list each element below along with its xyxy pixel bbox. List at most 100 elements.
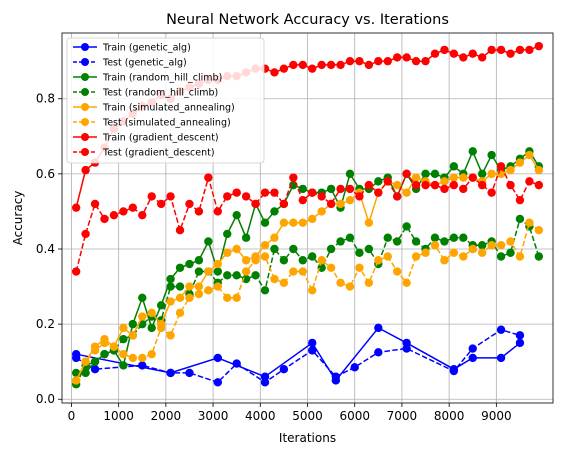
legend-label: Test (random_hill_climb)	[102, 88, 218, 99]
data-point	[402, 188, 411, 197]
data-point	[298, 60, 307, 70]
data-point	[241, 192, 251, 201]
data-point	[515, 214, 525, 224]
data-point	[100, 338, 109, 348]
data-point	[421, 169, 430, 179]
data-point	[81, 165, 90, 175]
data-point	[270, 233, 279, 242]
data-point	[487, 150, 496, 160]
data-point	[496, 45, 506, 55]
data-point	[421, 180, 430, 190]
data-point	[279, 199, 289, 209]
data-point	[166, 274, 175, 284]
x-tick-label: 0	[68, 409, 76, 423]
legend-box	[66, 37, 265, 164]
data-point	[81, 357, 90, 366]
data-point	[289, 244, 298, 254]
data-point	[411, 173, 421, 182]
data-point	[449, 248, 459, 257]
data-point	[298, 256, 307, 265]
x-tick-label: 1000	[103, 409, 134, 423]
legend-entry: Train (genetic_alg)	[73, 43, 191, 54]
data-point	[128, 319, 138, 329]
data-point	[289, 60, 298, 70]
data-point	[393, 237, 402, 246]
data-point	[156, 323, 166, 333]
data-point	[496, 162, 506, 171]
data-point	[525, 45, 534, 55]
data-point	[185, 282, 194, 291]
data-point	[232, 244, 241, 254]
data-point	[534, 41, 544, 51]
data-point	[336, 237, 345, 246]
data-point	[525, 150, 534, 160]
data-point	[326, 184, 336, 194]
data-point	[317, 207, 326, 216]
data-point	[487, 169, 496, 179]
data-point	[156, 199, 166, 209]
legend-marker	[81, 118, 89, 126]
data-point	[487, 188, 496, 197]
legend-label: Train (random_hill_climb)	[102, 73, 222, 84]
series-test-genetic-alg	[71, 325, 525, 387]
data-point	[138, 353, 147, 363]
data-point	[156, 301, 166, 310]
data-point	[534, 226, 544, 235]
data-point	[289, 173, 298, 182]
data-point	[430, 169, 440, 179]
data-point	[90, 199, 100, 209]
data-point	[364, 60, 374, 70]
data-point	[109, 342, 119, 351]
data-point	[383, 56, 392, 66]
data-point	[440, 45, 449, 55]
data-point	[185, 259, 194, 269]
data-point	[364, 218, 374, 227]
data-point	[430, 49, 440, 58]
data-point	[331, 372, 341, 381]
data-point	[308, 214, 317, 224]
data-point	[459, 173, 468, 182]
data-point	[71, 203, 81, 212]
data-point	[213, 267, 222, 276]
data-point	[138, 361, 147, 370]
data-point	[525, 177, 534, 186]
data-point	[449, 366, 459, 376]
data-point	[459, 233, 468, 242]
data-point	[109, 210, 119, 220]
legend-label: Train (genetic_alg)	[102, 43, 191, 54]
data-point	[289, 267, 298, 276]
legend-label: Test (gradient_descent)	[102, 148, 215, 159]
data-point	[251, 199, 260, 209]
data-point	[270, 274, 279, 284]
data-point	[374, 256, 383, 265]
data-point	[515, 252, 525, 261]
data-point	[326, 199, 336, 209]
data-point	[393, 180, 402, 190]
data-point	[374, 56, 383, 66]
data-point	[477, 180, 487, 190]
x-tick-label: 7000	[387, 409, 418, 423]
data-point	[204, 237, 213, 246]
data-point	[326, 263, 336, 272]
x-tick-label: 2000	[151, 409, 182, 423]
data-point	[71, 353, 81, 363]
data-point	[383, 177, 392, 186]
y-tick-label: 0.6	[36, 167, 55, 181]
data-point	[374, 348, 383, 357]
data-point	[364, 278, 374, 287]
data-point	[468, 353, 477, 363]
legend-label: Train (gradient_descent)	[102, 133, 219, 144]
data-point	[308, 64, 317, 73]
data-point	[119, 207, 128, 216]
data-point	[402, 53, 411, 62]
data-point	[449, 173, 459, 182]
data-point	[232, 271, 241, 280]
data-point	[100, 349, 109, 359]
data-point	[90, 346, 100, 355]
legend-marker	[81, 148, 89, 156]
data-point	[477, 169, 487, 179]
data-point	[138, 210, 147, 220]
data-point	[336, 199, 345, 209]
data-point	[185, 293, 194, 303]
series-test-gradient-descent	[71, 162, 544, 276]
